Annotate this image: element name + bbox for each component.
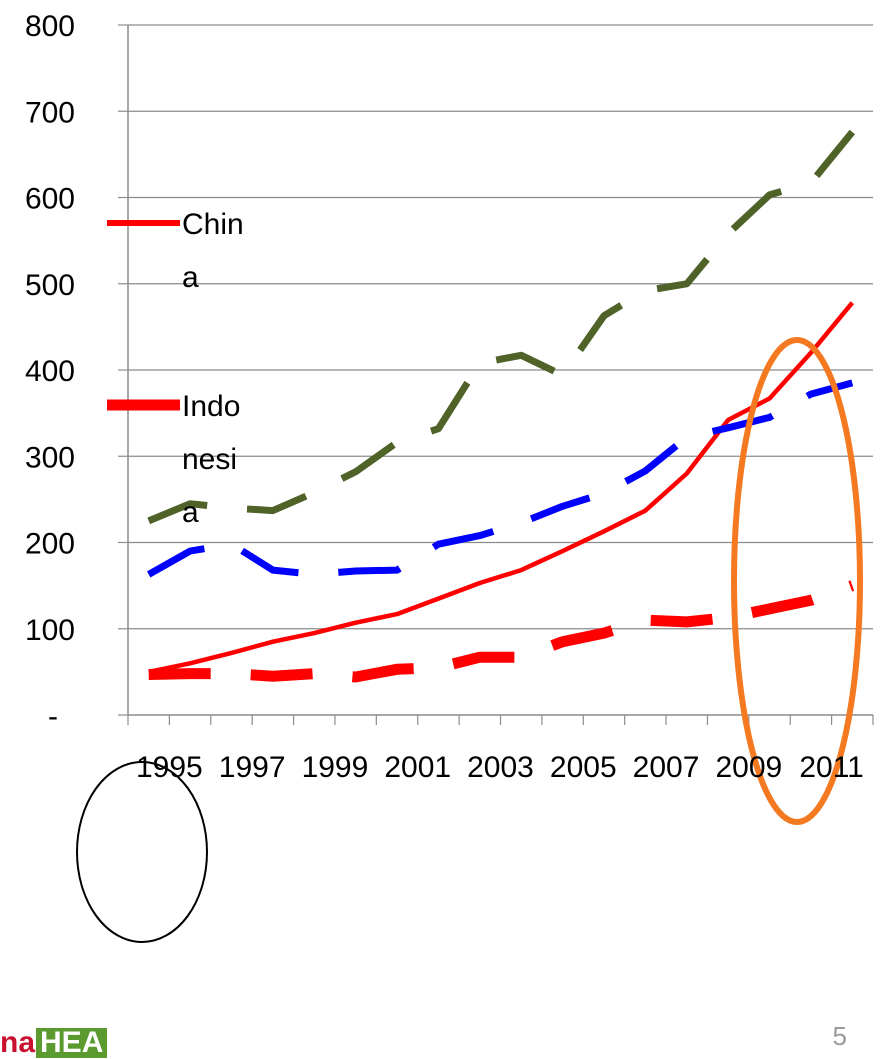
legend-label: Indo	[182, 390, 240, 423]
annotation-circle	[76, 761, 208, 943]
logo: na HEA	[0, 1024, 108, 1059]
series-lines	[146, 129, 856, 683]
legend-label: a	[182, 496, 199, 529]
legend: Chin a Indo nesi a	[107, 208, 244, 529]
x-tick-label: 1995	[136, 751, 203, 784]
legend-label: Chin	[182, 208, 244, 241]
x-tick-label: 2011	[799, 751, 864, 784]
legend-label: a	[182, 261, 199, 294]
annotation-ellipse	[731, 337, 863, 825]
y-tick-label: 300	[25, 441, 75, 474]
y-tick-label: 400	[25, 355, 75, 388]
y-tick-label: 600	[25, 183, 75, 216]
x-tick-label: 1997	[219, 751, 286, 784]
logo-text-part2: HEA	[36, 1028, 108, 1058]
axes	[118, 24, 874, 725]
x-tick-label: 2001	[384, 751, 451, 784]
y-tick-label: 800	[25, 10, 75, 43]
series-line	[146, 379, 854, 578]
page-number: 5	[832, 1021, 847, 1051]
y-tick-label: -	[48, 700, 58, 733]
y-axis-tick-labels: - 100 200 300 400 500 600 700 800	[25, 10, 75, 733]
logo-text-part1: na	[0, 1026, 36, 1059]
annotations	[76, 337, 863, 943]
y-tick-label: 700	[25, 96, 75, 129]
x-tick-label: 2009	[715, 751, 782, 784]
series-line	[147, 129, 856, 525]
series-line	[148, 301, 855, 675]
y-tick-label: 200	[25, 528, 75, 561]
series-line	[148, 580, 855, 683]
legend-label: nesi	[182, 443, 237, 476]
x-tick-label: 2005	[550, 751, 617, 784]
gridlines	[128, 24, 873, 630]
x-tick-label: 1999	[302, 751, 369, 784]
y-tick-label: 500	[25, 269, 75, 302]
x-tick-label: 2003	[467, 751, 534, 784]
y-tick-label: 100	[25, 614, 75, 647]
x-axis-tick-labels: 1995 1997 1999 2001 2003 2005 2007 2009 2011	[136, 751, 864, 784]
x-tick-label: 2007	[633, 751, 700, 784]
